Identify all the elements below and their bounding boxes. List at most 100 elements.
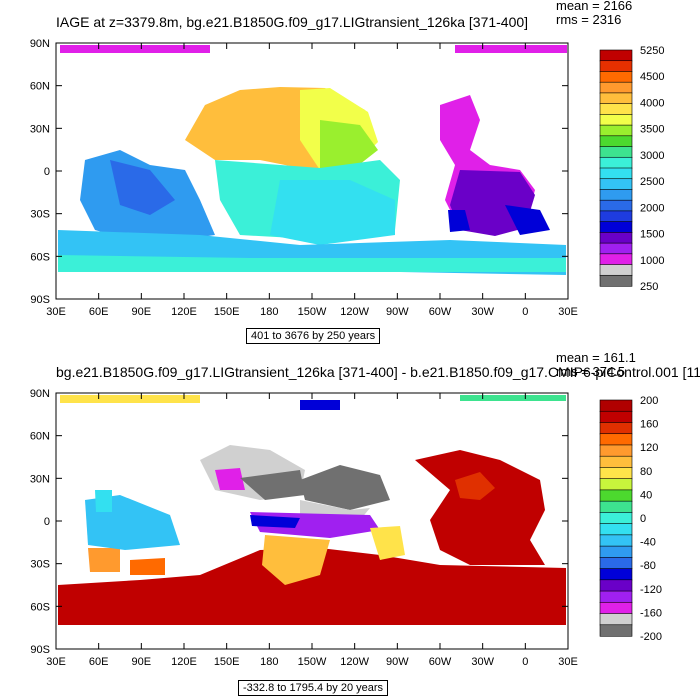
top-map-svg: 30E 60E 90E 120E 150E 180 150W 120W 90W 60W 30W 0 30…: [30, 38, 665, 318]
bottom-lon-label: 150W: [298, 656, 327, 668]
bottom-colorbar-label: -200: [640, 631, 662, 643]
top-rms-label: rms = 2316: [556, 12, 622, 27]
bottom-colorbar-swatch: [599, 467, 633, 480]
top-colorbar-label: 3500: [640, 124, 664, 136]
bottom-map-svg: 30E 60E 90E 120E 150E 180 150W 120W 90W 60W 30W 0 30…: [30, 388, 662, 668]
bottom-lat-label: 60N: [30, 431, 50, 443]
bottom-colorbar-label: -160: [640, 607, 662, 619]
bottom-colorbar-swatch: [599, 410, 633, 424]
bottom-lon-label: 150E: [214, 656, 240, 668]
bottom-colorbar-swatch: [599, 601, 633, 615]
bottom-east-pacific-darkgray: [300, 465, 390, 510]
top-colorbar-swatch: [599, 81, 633, 94]
top-range-box: 401 to 3676 by 250 years: [246, 328, 381, 344]
top-lon-label: 60E: [89, 306, 109, 318]
top-east-pacific-green: [320, 120, 378, 170]
top-colorbar-swatch: [599, 199, 633, 212]
bottom-lon-label: 90W: [386, 656, 409, 668]
top-colorbar-swatch: [599, 264, 633, 276]
bottom-lon-label: 30E: [558, 656, 578, 668]
top-lat-label: 90S: [30, 294, 50, 306]
bottom-lat-label: 90N: [30, 388, 50, 400]
top-colorbar-swatch: [599, 210, 633, 223]
bottom-colorbar-label: 200: [640, 395, 658, 407]
bottom-map-stats: mean = 161.1 rms = 374.5: [556, 351, 636, 379]
top-map-field: [56, 43, 568, 299]
bottom-colorbar-swatch: [599, 399, 633, 412]
top-indian-ocean-deep: [110, 160, 175, 215]
top-colorbar-label: 1500: [640, 229, 664, 241]
bottom-north-pacific-magenta: [215, 468, 245, 490]
top-lat-label: 30N: [30, 123, 50, 135]
bottom-atlantic-red: [415, 450, 545, 565]
top-map-ticks: 30E 60E 90E 120E 150E 180 150W 120W 90W 60W 30W 0 30…: [30, 38, 578, 318]
top-map-title: IAGE at z=3379.8m, bg.e21.B1850G.f09_g17…: [56, 14, 529, 30]
top-lon-label: 180: [260, 306, 278, 318]
bottom-colorbar-label: -120: [640, 584, 662, 596]
bottom-southern-ocean-red: [58, 548, 566, 625]
top-colorbar-label: 250: [640, 281, 658, 293]
top-colorbar-swatch: [599, 103, 633, 115]
top-colorbar-swatch: [599, 232, 633, 244]
top-colorbar-swatch: [599, 135, 633, 148]
top-colorbar-swatch: [599, 189, 633, 201]
bottom-south-pacific-warm: [262, 535, 330, 585]
bottom-lat-label: 30N: [30, 473, 50, 485]
top-lat-label: 30S: [30, 209, 50, 221]
bottom-arctic-strip-east: [460, 395, 566, 401]
top-map-panel: IAGE at z=3379.8m, bg.e21.B1850G.f09_g17…: [30, 0, 665, 344]
bottom-north-pacific-darkgray: [240, 470, 305, 500]
bottom-colorbar-swatch: [599, 590, 633, 603]
bottom-colorbar-label: 120: [640, 442, 658, 454]
top-lon-label: 90E: [132, 306, 152, 318]
bottom-colorbar-swatch: [599, 545, 633, 558]
top-lon-label: 120E: [171, 306, 197, 318]
bottom-colorbar-swatch: [599, 523, 633, 536]
top-colorbar-swatch: [599, 124, 633, 137]
bottom-lon-label: 30E: [46, 656, 66, 668]
bottom-east-indian-warm: [130, 558, 165, 575]
top-colorbar-swatch: [599, 156, 633, 169]
top-colorbar: 5250 4500 4000 3500 3000 2500 2000 1500 1000 250: [599, 45, 664, 293]
bottom-lat-label: 0: [44, 516, 50, 528]
bottom-colorbar-swatch: [599, 613, 633, 626]
top-atlantic-blue: [505, 205, 550, 235]
bottom-colorbar-label: 80: [640, 466, 652, 478]
top-colorbar-swatch: [599, 253, 633, 266]
top-lon-label: 60W: [429, 306, 452, 318]
bottom-colorbar-label: -40: [640, 537, 656, 549]
top-lon-label: 0: [522, 306, 528, 318]
bottom-colorbar-swatch: [599, 444, 633, 457]
bottom-colorbar-swatch: [599, 557, 633, 570]
bottom-lon-label: 120E: [171, 656, 197, 668]
top-colorbar-label: 2500: [640, 176, 664, 188]
bottom-colorbar-swatch: [599, 568, 633, 581]
top-arctic-strip-west: [60, 45, 210, 53]
bottom-lat-label: 60S: [30, 601, 50, 613]
bottom-map-panel: bg.e21.B1850G.f09_g17.LIGtransient_126ka…: [0, 350, 700, 700]
top-colorbar-swatch: [599, 71, 633, 83]
top-south-pacific-cyan: [270, 180, 395, 245]
bottom-lon-label: 180: [260, 656, 278, 668]
bottom-colorbar-swatch: [599, 433, 633, 446]
top-colorbar-swatch: [599, 221, 633, 233]
bottom-equatorial-blue: [250, 515, 300, 528]
bottom-colorbar-swatch: [599, 512, 633, 525]
bottom-colorbar-label: 0: [640, 513, 646, 525]
top-arctic-strip-east: [455, 45, 567, 53]
top-map-stats: mean = 2166 rms = 2316: [556, 0, 632, 27]
bottom-lon-label: 60W: [429, 656, 452, 668]
bottom-map-title: bg.e21.B1850G.f09_g17.LIGtransient_126ka…: [56, 364, 700, 380]
top-colorbar-swatch: [599, 167, 633, 180]
bottom-lat-label: 30S: [30, 559, 50, 571]
top-lon-label: 150W: [298, 306, 327, 318]
top-lon-label: 30E: [558, 306, 578, 318]
top-brazil-basin-blue: [448, 210, 470, 232]
bottom-colorbar-label: 160: [640, 419, 658, 431]
bottom-lon-label: 120W: [340, 656, 369, 668]
top-lat-label: 60S: [30, 251, 50, 263]
bottom-lat-label: 90S: [30, 644, 50, 656]
bottom-colorbar: 200 160 120 80 40 0 -40 -80 -120 -160 -200: [599, 395, 662, 643]
top-colorbar-label: 1000: [640, 255, 664, 267]
top-colorbar-swatch: [599, 274, 633, 287]
